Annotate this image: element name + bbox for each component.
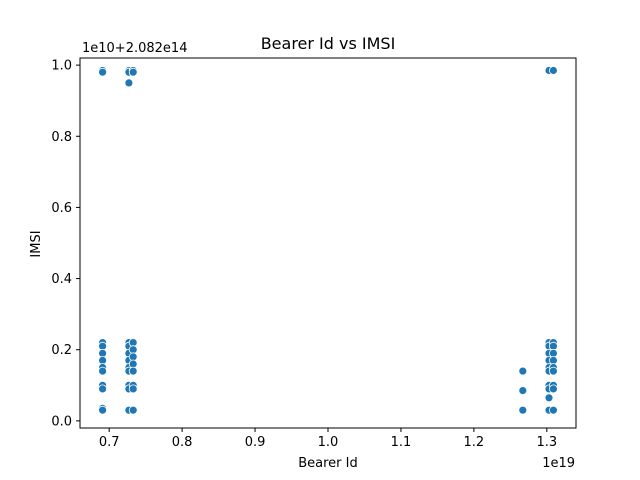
x-offset-text: 1e19	[542, 456, 575, 471]
data-point	[128, 67, 138, 77]
x-axis-label: Bearer Id	[298, 456, 358, 471]
y-tick-label: 0.8	[51, 130, 72, 145]
y-offset-text: 1e10+2.082e14	[82, 41, 187, 56]
data-point	[98, 67, 107, 77]
data-point	[549, 66, 558, 75]
data-point	[549, 366, 558, 376]
x-axis: 0.7 0.8 0.9 1.0 1.1 1.2 1.3	[99, 428, 557, 450]
x-tick-label: 1.3	[536, 435, 557, 450]
y-tick-label: 1.0	[51, 59, 72, 74]
x-tick-label: 0.7	[99, 435, 120, 450]
chart-title: Bearer Id vs IMSI	[261, 34, 396, 53]
data-point	[518, 366, 528, 376]
data-point	[124, 78, 134, 88]
data-point	[128, 405, 138, 415]
x-tick-label: 1.2	[464, 435, 485, 450]
data-point	[518, 386, 528, 396]
y-tick-label: 0.2	[51, 343, 72, 358]
x-tick-label: 1.1	[391, 435, 412, 450]
data-point	[549, 384, 558, 394]
y-axis-label: IMSI	[29, 230, 44, 257]
x-tick-label: 0.9	[245, 435, 266, 450]
data-point	[98, 405, 107, 415]
data-point	[128, 384, 138, 394]
data-point	[98, 366, 107, 376]
data-point	[549, 405, 558, 415]
y-tick-label: 0.6	[51, 201, 72, 216]
y-tick-label: 0.4	[51, 272, 72, 287]
data-point	[544, 393, 554, 403]
x-tick-label: 1.0	[318, 435, 339, 450]
plot-frame	[79, 57, 577, 429]
y-tick-label: 0.0	[51, 414, 72, 429]
points-layer	[98, 66, 558, 415]
x-tick-label: 0.8	[172, 435, 193, 450]
data-point	[98, 384, 107, 394]
data-point	[128, 366, 138, 376]
data-point	[518, 405, 528, 415]
data-point	[128, 352, 138, 362]
y-axis: 0.0 0.2 0.4 0.6 0.8 1.0	[51, 59, 80, 429]
